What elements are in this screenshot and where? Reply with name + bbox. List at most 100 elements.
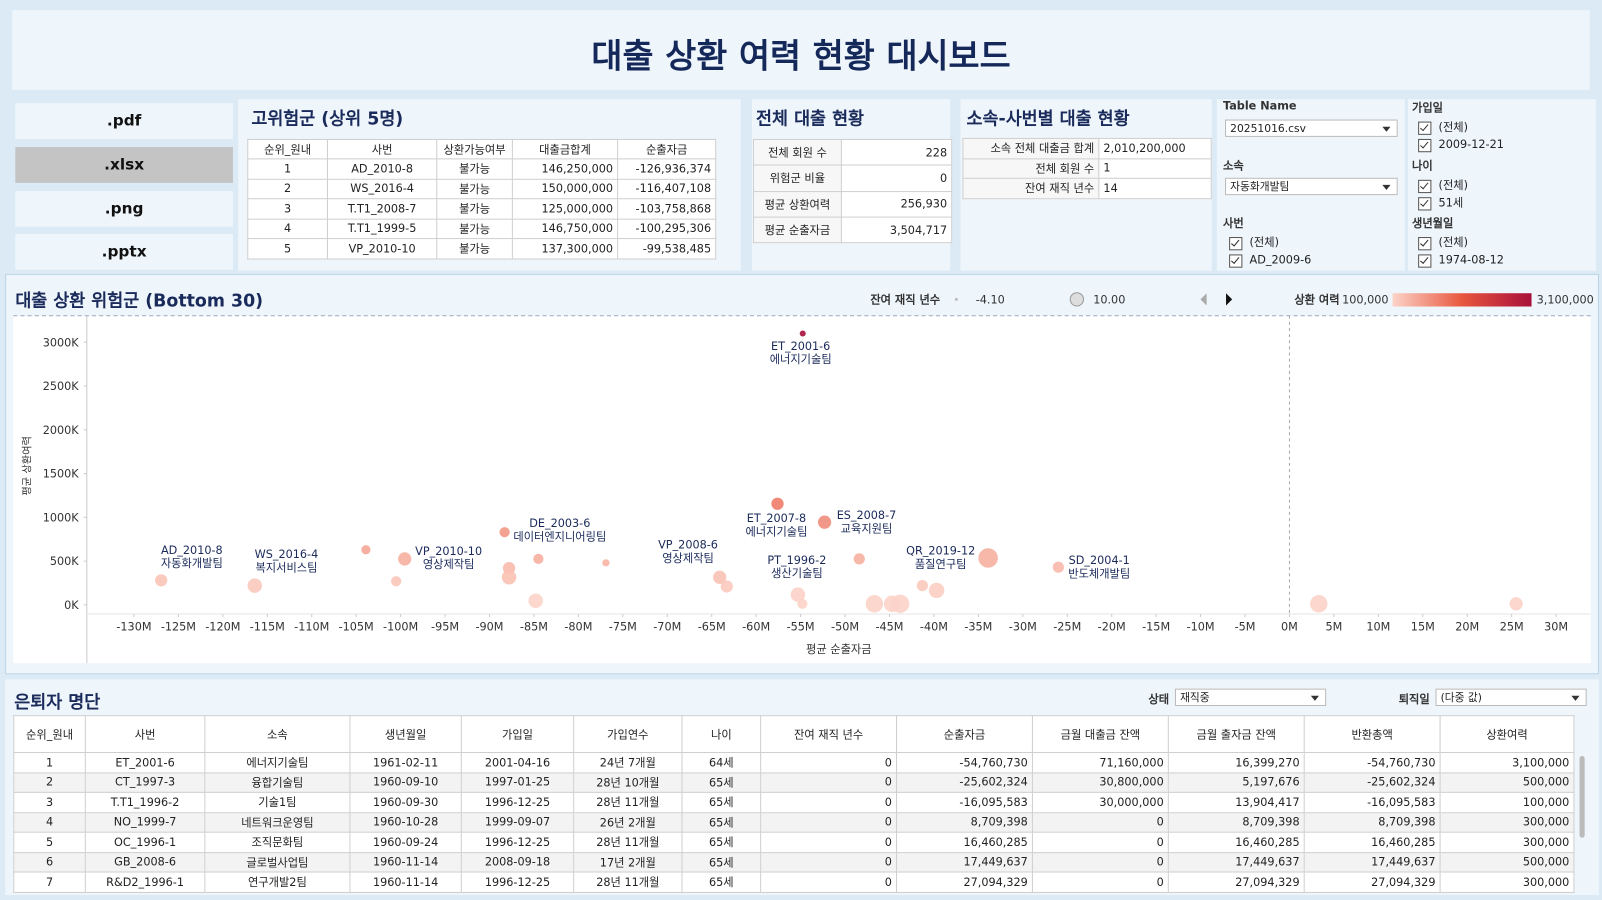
header-panel: 대출 상환 여력 현황 대시보드 [12,10,1590,90]
point-label-line: 영상제작팀 [662,552,714,565]
x-tick-label: -10M [1187,620,1215,633]
panel-title: 소속-사번별 대출 현황 [966,109,1130,130]
checkbox-option[interactable]: (전체) [1418,235,1468,251]
dropdown[interactable]: 20251016.csv [1225,119,1398,137]
table-cell: 3 [247,198,328,220]
column-header: 순위_원내 [13,715,86,753]
checkbox-option[interactable]: (전체) [1229,235,1279,251]
column-header: 금월 출자금 잔액 [1167,715,1305,753]
checkbox-option[interactable]: 51세 [1418,195,1463,211]
table-cell: 65세 [681,811,762,833]
table-cell: 불가능 [436,238,513,259]
dropdown[interactable]: (다중 값) [1435,688,1587,706]
x-tick-label: -80M [564,620,592,633]
y-tick-label: 2500K [43,380,80,393]
table-row: 6 GB_2008-6 글로벌사업팀 1960-11-14 2008-09-18 17년 … [13,851,1575,873]
table-cell: 평균 순출자금 [752,216,842,244]
scatter-point [155,574,168,587]
table-cell: 1960-09-24 [349,831,462,853]
table-cell: 5 [13,831,86,853]
dropdown[interactable]: 자동화개발팀 [1225,177,1398,196]
y-tick-label: 2000K [43,424,80,437]
table-cell: 1961-02-11 [349,751,462,773]
point-label-line: QR_2019-12 [906,545,975,558]
column-header: 가입일 [460,715,575,753]
table-cell: 3 [13,791,86,813]
table-cell: NO_1999-7 [84,811,206,833]
table-cell: 에너지기술팀 [204,751,351,773]
table-row: 7 R&D2_1996-1 연구개발2팀 1960-11-14 1996-12-25 28… [13,871,1575,893]
table-cell: 전체 회원 수 [752,138,842,166]
column-header: 사번 [326,138,438,160]
table-cell: 125,000,000 [511,198,619,220]
x-tick-label: -90M [475,620,503,633]
table-cell: 기술1팀 [204,791,351,813]
x-tick-label: -75M [609,620,637,633]
scatter-point [713,570,727,584]
export-button[interactable]: .png [15,191,233,227]
table-cell: 위험군 비율 [752,164,842,192]
x-tick-label: -55M [787,620,815,633]
x-tick-label: -65M [698,620,726,633]
table-cell: 500,000 [1439,771,1575,793]
table-cell: ET_2001-6 [84,751,206,773]
y-tick-label: 3000K [43,336,80,349]
legend-scroll-right[interactable] [1226,293,1233,306]
table-cell: 1996-12-25 [460,791,575,813]
table-cell: 8,709,398 [1303,811,1441,833]
x-tick-label: -70M [653,620,681,633]
scatter-point [501,570,517,585]
point-label: DE_2003-6 데이터엔지니어링팀 [513,517,606,543]
x-tick-label: -20M [1098,620,1126,633]
checkbox-option[interactable]: (전체) [1418,178,1468,194]
table-cell: 0 [760,751,898,773]
export-button[interactable]: .pdf [15,103,233,139]
table-cell: 4 [247,218,328,240]
checkbox-option[interactable]: AD_2009-6 [1229,252,1311,268]
table-cell: -25,602,324 [896,771,1033,793]
table-cell: 65세 [681,851,762,873]
checkbox-option[interactable]: 1974-08-12 [1418,252,1504,268]
export-button[interactable]: .pptx [15,233,233,270]
table-cell: 조직문화팀 [204,831,351,853]
legend-scroll-left[interactable] [1200,293,1207,306]
table-cell: OC_1996-1 [84,831,206,853]
x-tick-label: 0M [1281,620,1298,633]
table-cell: 연구개발2팀 [204,871,351,893]
table-cell: T.T1_1996-2 [84,791,206,813]
point-label-line: WS_2016-4 [255,548,319,561]
y-tick-label: 0K [64,599,79,612]
filter-label: 상태 [1148,692,1170,706]
scatter-point [247,578,263,593]
point-label-line: AD_2010-8 [161,544,223,557]
table-cell: 0 [1031,851,1169,873]
x-tick-label: -15M [1142,620,1170,633]
table-cell: -54,760,730 [1303,751,1441,773]
table-cell: 300,000 [1439,831,1575,853]
point-label-line: 영상제작팀 [423,558,475,571]
filter-label: 나이 [1411,159,1433,173]
scatter-point [790,587,806,602]
checkbox-option[interactable]: (전체) [1418,120,1468,136]
column-header: 순출자금 [896,715,1033,753]
checkbox-option[interactable]: 2009-12-21 [1418,137,1504,153]
column-header: 반환총액 [1303,715,1441,753]
filter-label: 퇴직일 [1398,692,1430,706]
table-cell: 1960-09-30 [349,791,462,813]
table-cell: 잔여 재직 년수 [962,177,1100,199]
size-legend-label: 10.00 [1093,293,1125,306]
column-header: 잔여 재직 년수 [760,715,898,753]
table-cell: 17년 2개월 [573,851,683,873]
column-header: 나이 [681,715,762,753]
export-button[interactable]: .xlsx [15,147,233,183]
dropdown[interactable]: 재직중 [1174,688,1327,706]
table-cell: 27,094,329 [896,871,1033,893]
table-row: 1 ET_2001-6 에너지기술팀 1961-02-11 2001-04-16 24년 … [13,751,1575,773]
table-row: 전체 회원 수 228 [752,138,953,166]
table-cell: 3,504,717 [840,216,953,244]
table-cell: 1960-11-14 [349,851,462,873]
scatter-point [1310,595,1328,613]
x-tick-label: -5M [1235,620,1256,633]
table-cell: 137,300,000 [511,238,619,259]
